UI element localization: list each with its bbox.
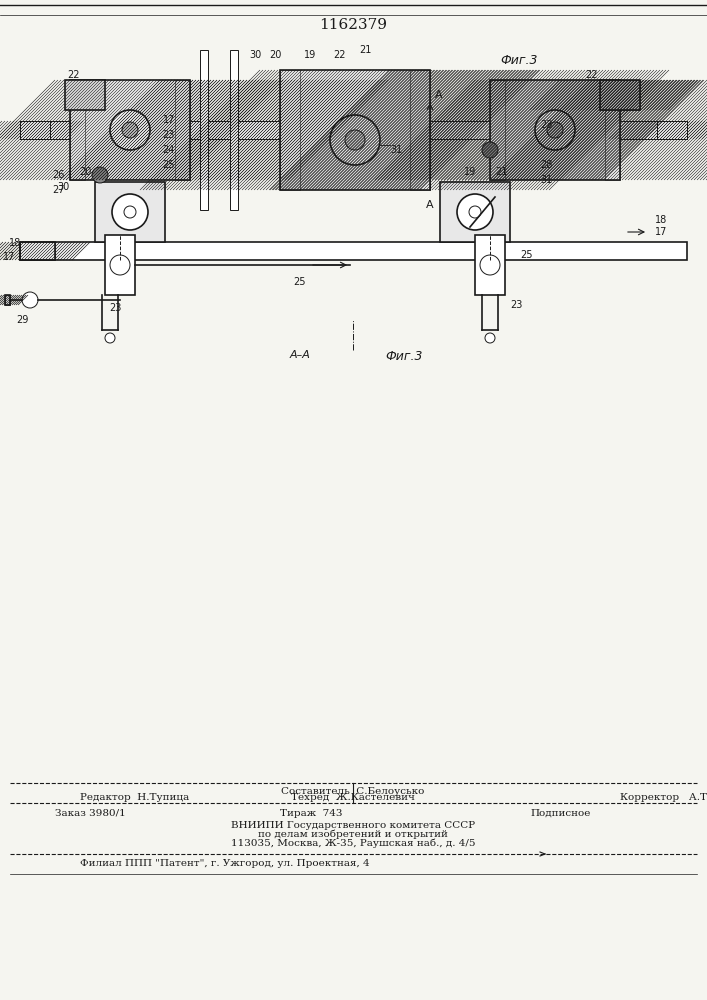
Bar [657, 121, 687, 139]
Circle shape [105, 333, 115, 343]
Text: ВНИИПИ Государственного комитета СССР: ВНИИПИ Государственного комитета СССР [231, 820, 475, 830]
Circle shape [345, 130, 365, 150]
Text: 30: 30 [249, 50, 261, 60]
Circle shape [482, 142, 498, 158]
Text: Фиг.3: Фиг.3 [500, 53, 537, 66]
Text: 17: 17 [163, 115, 175, 125]
Text: 113035, Москва, Ж-35, Раушская наб., д. 4/5: 113035, Москва, Ж-35, Раушская наб., д. … [230, 838, 475, 848]
Text: 23: 23 [510, 300, 522, 310]
Text: Техред  Ж.Кастелевич: Техред Ж.Кастелевич [291, 794, 415, 802]
Text: A: A [435, 90, 443, 100]
Circle shape [469, 206, 481, 218]
Text: А–А: А–А [290, 350, 310, 360]
Bar [605, 80, 620, 180]
Bar [280, 70, 430, 190]
Bar [280, 70, 300, 190]
Bar [600, 80, 640, 110]
Text: 20: 20 [78, 167, 91, 177]
Text: 17: 17 [655, 227, 667, 237]
Bar [70, 80, 190, 180]
Bar [200, 50, 208, 210]
Circle shape [112, 194, 148, 230]
Bar [600, 80, 640, 110]
Text: 25: 25 [520, 250, 532, 260]
Text: 17: 17 [3, 252, 15, 262]
Circle shape [122, 122, 138, 138]
Text: Тираж  743: Тираж 743 [280, 808, 342, 818]
Circle shape [535, 110, 575, 150]
Text: 28: 28 [540, 160, 552, 170]
Circle shape [110, 255, 130, 275]
Bar [20, 242, 55, 260]
Bar [5, 295, 10, 305]
Text: 24: 24 [163, 145, 175, 155]
Text: Подписное: Подписное [530, 808, 590, 818]
Text: Филиал ППП "Патент", г. Ужгород, ул. Проектная, 4: Филиал ППП "Патент", г. Ужгород, ул. Про… [80, 859, 370, 868]
Bar [20, 242, 687, 260]
Circle shape [485, 333, 495, 343]
Text: Фиг.3: Фиг.3 [385, 350, 423, 363]
Bar [175, 80, 190, 180]
Bar [70, 80, 85, 180]
Bar [490, 80, 505, 180]
Text: A: A [426, 200, 434, 210]
Text: 19: 19 [304, 50, 316, 60]
Bar [20, 121, 50, 139]
Text: 29: 29 [16, 315, 28, 325]
Text: 23: 23 [540, 120, 552, 130]
Bar [490, 80, 620, 180]
Bar [105, 235, 135, 295]
Text: 26: 26 [52, 170, 65, 180]
Text: Составитель  С.Белоуськo: Составитель С.Белоуськo [281, 786, 425, 796]
Text: 25: 25 [293, 277, 306, 287]
Bar [20, 121, 50, 139]
Circle shape [124, 206, 136, 218]
Text: 22: 22 [67, 70, 79, 80]
Text: 23: 23 [109, 303, 121, 313]
Bar [230, 50, 238, 210]
Bar [440, 182, 510, 242]
Bar [5, 295, 10, 305]
Text: 1162379: 1162379 [319, 18, 387, 32]
Circle shape [330, 115, 380, 165]
Text: Редактор  Н.Тупица: Редактор Н.Тупица [80, 794, 189, 802]
Text: 31: 31 [390, 145, 402, 155]
Circle shape [110, 110, 150, 150]
Text: Заказ 3980/1: Заказ 3980/1 [55, 808, 126, 818]
Circle shape [22, 292, 38, 308]
Circle shape [547, 122, 563, 138]
Bar [65, 80, 105, 110]
Circle shape [92, 167, 108, 183]
Circle shape [457, 194, 493, 230]
Text: 22: 22 [334, 50, 346, 60]
Text: 21: 21 [495, 167, 508, 177]
Bar [657, 121, 687, 139]
Bar [95, 182, 165, 242]
Text: 22: 22 [585, 70, 598, 80]
Text: Корректор   А.Тяско: Корректор А.Тяско [620, 794, 707, 802]
Circle shape [480, 255, 500, 275]
Bar [410, 70, 430, 190]
Text: 19: 19 [464, 167, 476, 177]
Text: 25: 25 [163, 160, 175, 170]
Text: 31: 31 [540, 175, 552, 185]
Text: 21: 21 [359, 45, 371, 55]
Text: 23: 23 [163, 130, 175, 140]
Text: 30: 30 [58, 182, 70, 192]
Text: по делам изобретений и открытий: по делам изобретений и открытий [258, 829, 448, 839]
Text: 18: 18 [9, 238, 21, 248]
Text: 20: 20 [269, 50, 281, 60]
Bar [20, 242, 55, 260]
Bar [475, 235, 505, 295]
Text: 18: 18 [655, 215, 667, 225]
Text: 27: 27 [52, 185, 65, 195]
Bar [20, 121, 687, 139]
